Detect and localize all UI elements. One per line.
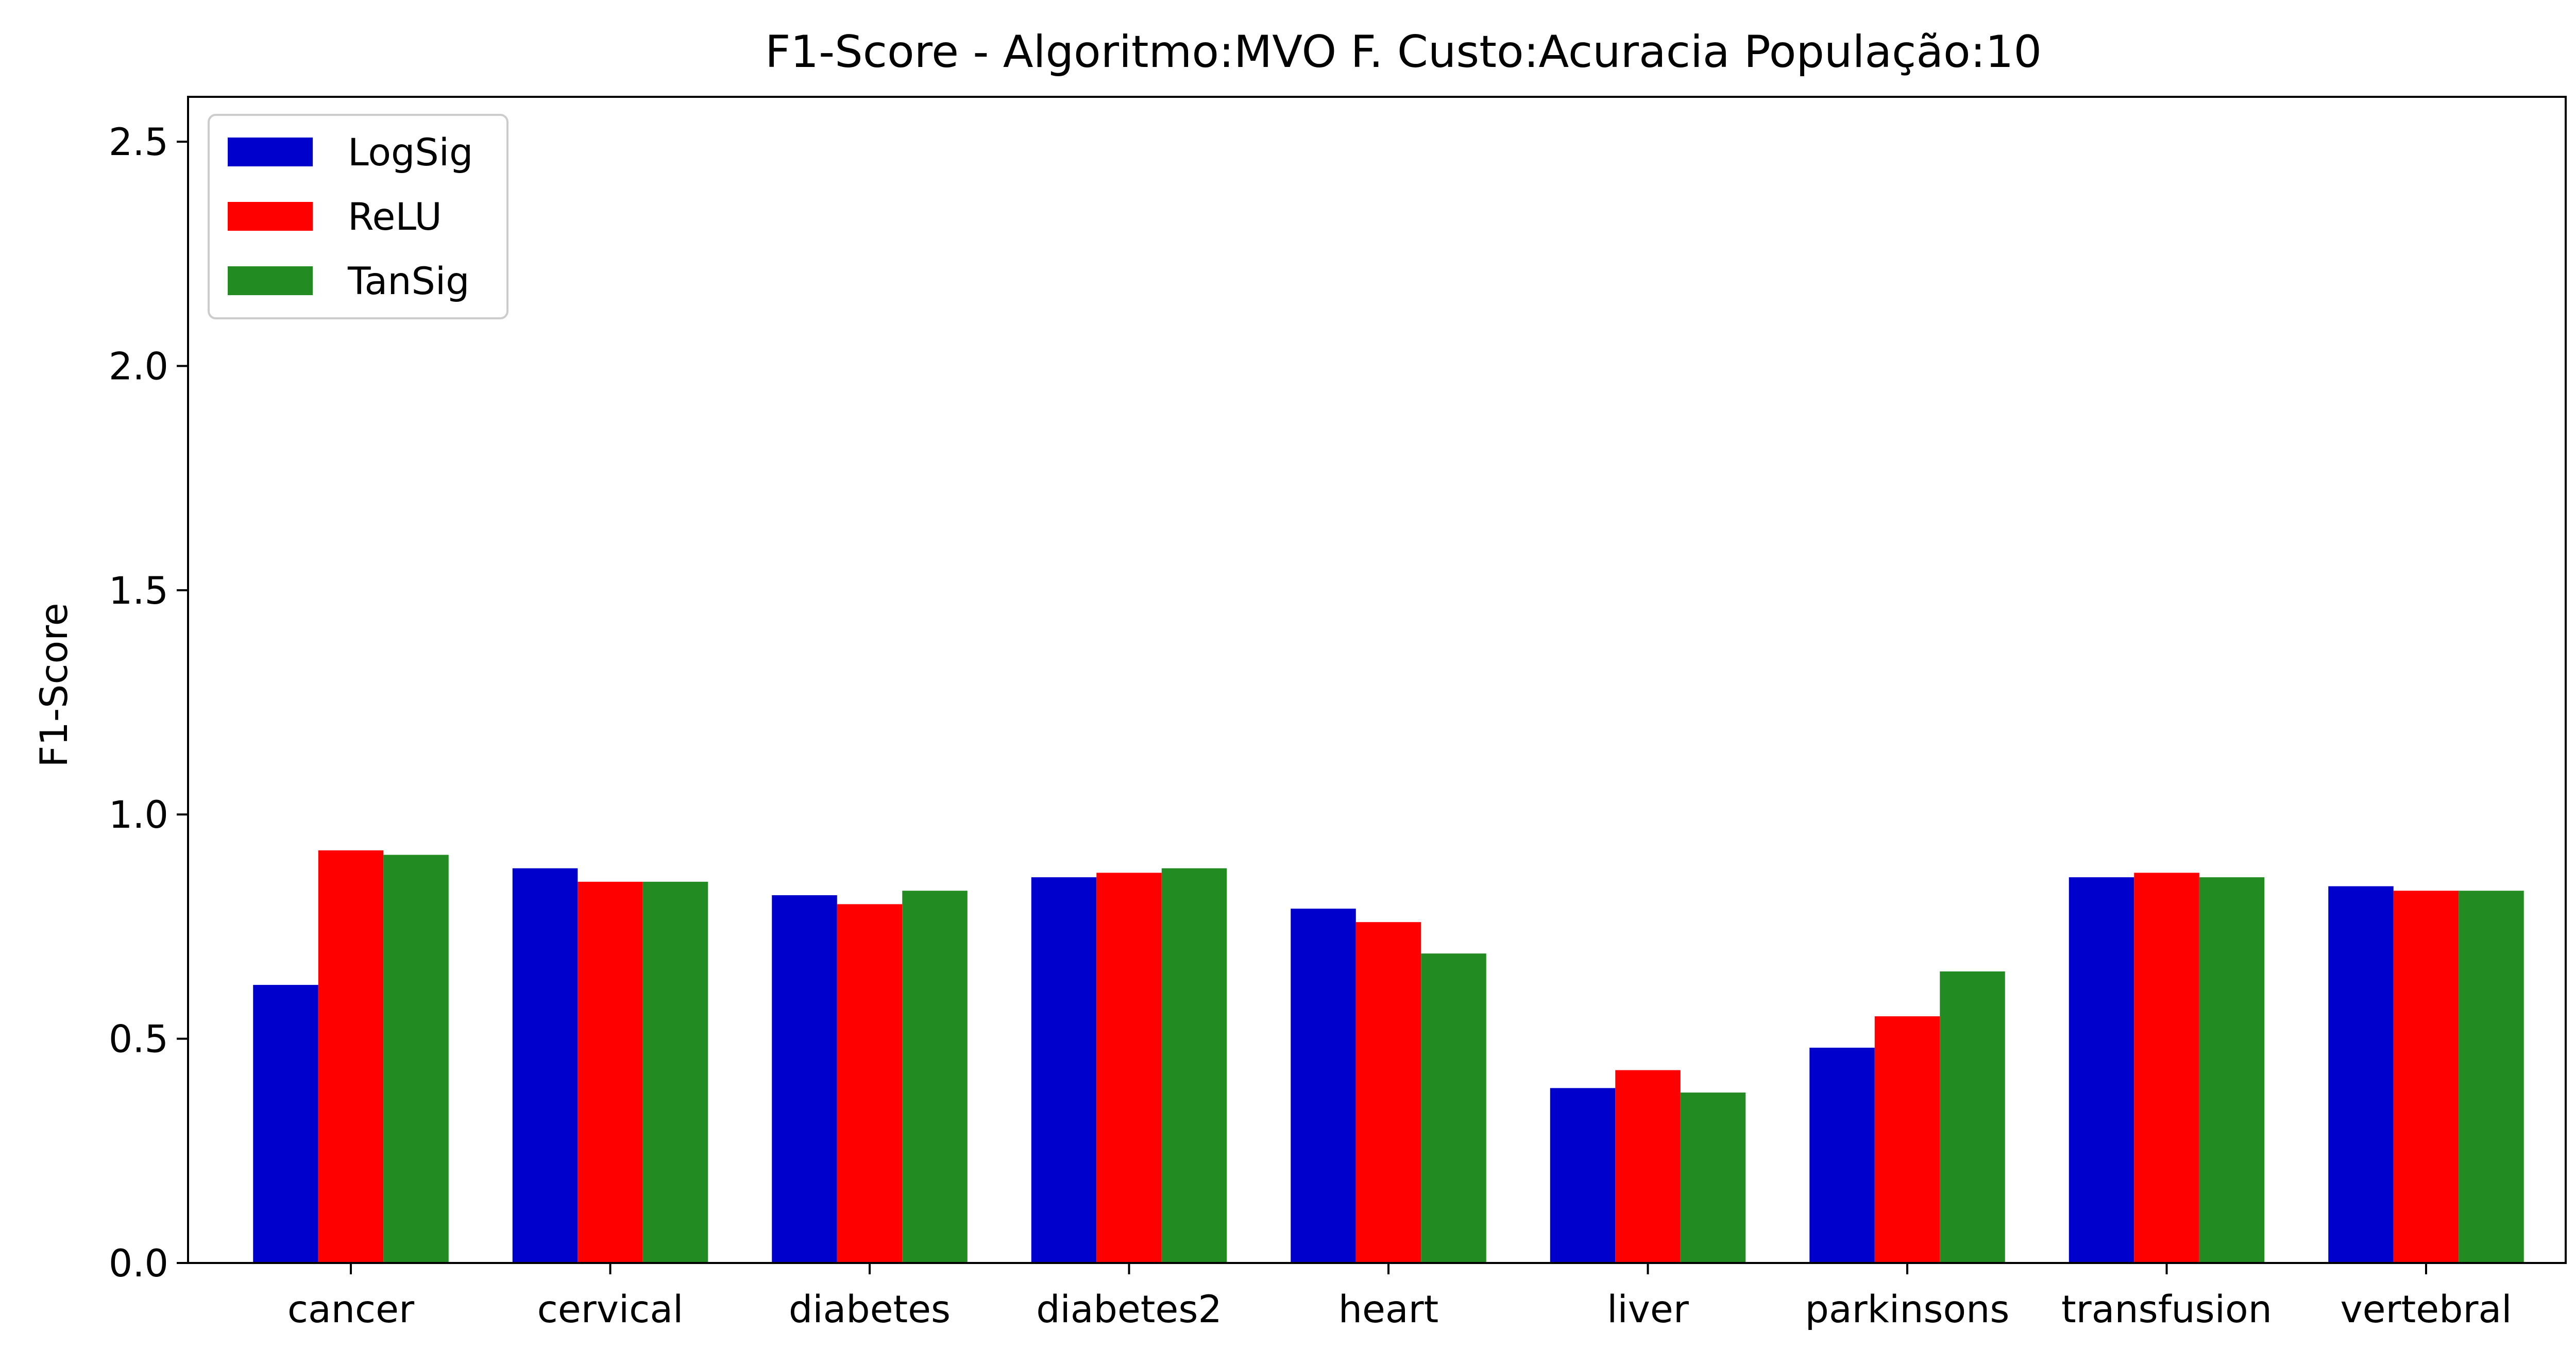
bar-heart-tansig [1421, 953, 1486, 1263]
bar-diabetes2-logsig [1031, 877, 1097, 1263]
bar-vertebral-logsig [2328, 886, 2394, 1263]
series-tansig [383, 855, 2524, 1263]
bar-liver-relu [1615, 1070, 1681, 1263]
y-tick-label: 1.0 [109, 793, 168, 837]
bar-transfusion-tansig [2199, 877, 2265, 1263]
bar-liver-logsig [1550, 1088, 1616, 1263]
legend-swatch-tansig [228, 266, 313, 295]
bar-vertebral-tansig [2459, 891, 2524, 1263]
x-tick-label: heart [1338, 1288, 1439, 1331]
legend-label-tansig: TanSig [347, 260, 469, 303]
legend-swatch-logsig [228, 138, 313, 166]
bar-parkinsons-relu [1874, 1016, 1940, 1263]
bar-parkinsons-tansig [1940, 971, 2005, 1263]
bar-liver-tansig [1680, 1092, 1746, 1263]
x-tick-label: diabetes2 [1036, 1288, 1222, 1331]
x-tick-label: cancer [287, 1288, 415, 1331]
series-logsig [253, 868, 2394, 1263]
y-tick-label: 2.5 [109, 121, 168, 164]
bar-parkinsons-logsig [1809, 1048, 1875, 1263]
y-tick-label: 1.5 [109, 569, 168, 613]
legend-label-logsig: LogSig [348, 131, 473, 175]
bar-diabetes-relu [837, 904, 903, 1263]
bar-cervical-relu [578, 881, 643, 1263]
bar-cervical-logsig [512, 868, 578, 1263]
x-tick-label: vertebral [2340, 1288, 2512, 1331]
bar-diabetes-logsig [772, 895, 837, 1263]
y-tick-label: 2.0 [109, 345, 168, 388]
plot-area: 0.0 0.5 1.0 1.5 2.0 2.5 cancer cervical diabetes… [109, 96, 2567, 1331]
legend-swatch-relu [228, 202, 313, 231]
bar-cancer-logsig [253, 985, 318, 1263]
y-tick-label: 0.5 [109, 1018, 168, 1062]
x-tick-label: parkinsons [1805, 1288, 2010, 1331]
y-tick-label: 0.0 [109, 1242, 168, 1286]
bar-heart-logsig [1291, 909, 1356, 1263]
x-tick-label: diabetes [789, 1288, 951, 1331]
bar-transfusion-logsig [2069, 877, 2134, 1263]
y-axis-label: F1-Score [32, 603, 76, 767]
bar-transfusion-relu [2134, 873, 2199, 1263]
bar-cancer-relu [318, 850, 384, 1263]
chart-title: F1-Score - Algoritmo:MVO F. Custo:Acurac… [765, 26, 2042, 78]
bar-diabetes-tansig [902, 891, 968, 1263]
series-relu [318, 850, 2459, 1263]
bar-diabetes2-tansig [1161, 868, 1227, 1263]
bar-diabetes2-relu [1096, 873, 1162, 1263]
bar-vertebral-relu [2393, 891, 2459, 1263]
bar-cancer-tansig [383, 855, 449, 1263]
x-tick-label: liver [1607, 1288, 1689, 1331]
legend-label-relu: ReLU [348, 195, 442, 239]
bar-cervical-tansig [642, 881, 708, 1263]
bar-heart-relu [1355, 922, 1421, 1263]
x-tick-label: transfusion [2061, 1288, 2272, 1331]
axes-frame [187, 96, 2567, 1264]
legend: LogSig ReLU TanSig [208, 114, 509, 319]
x-tick-label: cervical [537, 1288, 684, 1331]
